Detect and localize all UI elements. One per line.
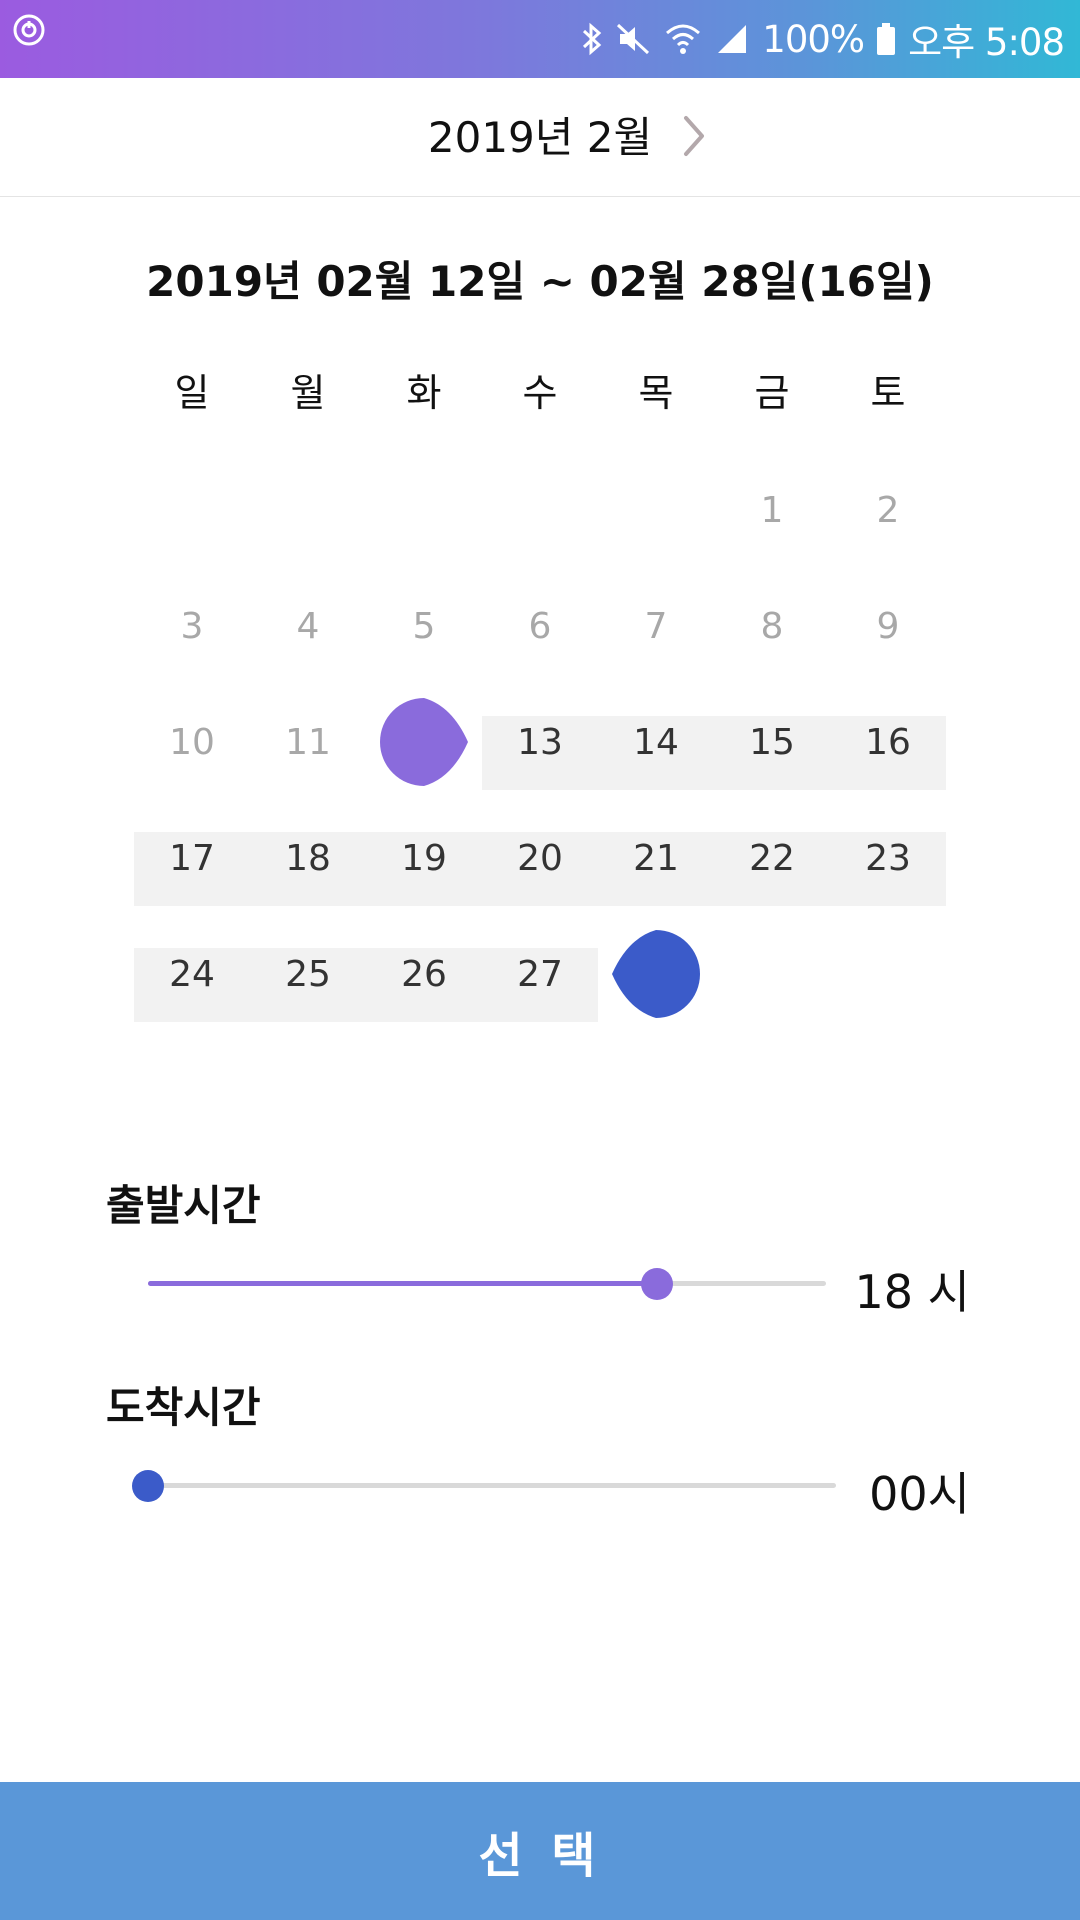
month-title: 2019년 2월 <box>427 113 653 162</box>
departure-value: 18 시 <box>854 1265 970 1319</box>
clock: 오후 5:08 <box>908 21 1065 64</box>
calendar-day-number: 26 <box>401 953 447 995</box>
wifi-icon <box>664 21 702 57</box>
selected-range-title: 2019년 02월 12일 ~ 02월 28일(16일) <box>146 257 934 306</box>
calendar-day[interactable]: 25 <box>250 916 366 1032</box>
battery-icon <box>876 21 896 57</box>
month-header: 2019년 2월 <box>0 78 1080 197</box>
calendar-day[interactable]: 11 <box>250 684 366 800</box>
calendar-day-number: 23 <box>865 837 911 879</box>
calendar-day-number: 2 <box>876 489 900 531</box>
calendar-day-number: 13 <box>517 721 563 763</box>
calendar-day[interactable]: 4 <box>250 568 366 684</box>
calendar-day[interactable]: 24 <box>134 916 250 1032</box>
arrival-track[interactable] <box>148 1483 836 1488</box>
calendar-day-number: 1 <box>760 489 784 531</box>
calendar-day[interactable]: 27 <box>482 916 598 1032</box>
weekday-mon: 월 <box>290 371 326 415</box>
calendar-day-number: 3 <box>180 605 204 647</box>
calendar-day[interactable]: 15 <box>714 684 830 800</box>
calendar-day[interactable]: 13 <box>482 684 598 800</box>
calendar-day[interactable]: 10 <box>134 684 250 800</box>
departure-label: 출발시간 <box>106 1181 261 1230</box>
calendar-day[interactable]: 23 <box>830 800 946 916</box>
calendar-day[interactable]: 21 <box>598 800 714 916</box>
status-bar: 100% 오후 5:08 <box>0 0 1080 78</box>
calendar-day[interactable]: 9 <box>830 568 946 684</box>
calendar-day[interactable]: 1 <box>714 452 830 568</box>
calendar-day-number: 7 <box>644 605 668 647</box>
calendar-day-number: 21 <box>633 837 679 879</box>
calendar-day[interactable]: 19 <box>366 800 482 916</box>
calendar-day-number: 25 <box>285 953 331 995</box>
calendar-day-number: 24 <box>169 953 215 995</box>
arrival-slider-thumb[interactable] <box>132 1470 164 1502</box>
calendar-day[interactable]: 8 <box>714 568 830 684</box>
calendar-day-number: 11 <box>285 721 331 763</box>
calendar-day-number: 27 <box>517 953 563 995</box>
weekday-wed: 수 <box>522 371 558 415</box>
departure-slider-thumb[interactable] <box>640 1268 673 1300</box>
calendar-day[interactable]: 17 <box>134 800 250 916</box>
app-icon <box>13 14 45 46</box>
weekday-header: 일 월 화 수 목 금 토 <box>134 362 946 417</box>
calendar-day-number: 10 <box>169 721 215 763</box>
calendar-day-number: 6 <box>528 605 552 647</box>
calendar-day[interactable]: 7 <box>598 568 714 684</box>
arrival-label: 도착시간 <box>106 1383 261 1432</box>
signal-icon <box>714 21 750 57</box>
calendar-day[interactable]: 14 <box>598 684 714 800</box>
calendar-week-row: 10 11 12 13 14 15 16 <box>134 684 946 800</box>
range-highlight <box>482 716 946 790</box>
calendar-day-number: 22 <box>749 837 795 879</box>
calendar-day-number: 20 <box>517 837 563 879</box>
calendar-day-number: 16 <box>865 721 911 763</box>
weekday-thu: 목 <box>638 371 674 415</box>
calendar-day-number: 5 <box>412 605 436 647</box>
calendar-day-number: 19 <box>401 837 447 879</box>
calendar-day[interactable]: 3 <box>134 568 250 684</box>
arrival-value: 00시 <box>869 1467 970 1521</box>
calendar-day-number: 4 <box>296 605 320 647</box>
calendar-day[interactable]: 6 <box>482 568 598 684</box>
weekday-fri: 금 <box>754 371 790 415</box>
select-button[interactable]: 선 택 <box>0 1782 1080 1920</box>
range-start-marker <box>380 698 468 786</box>
calendar-day[interactable]: 5 <box>366 568 482 684</box>
calendar-day[interactable]: 26 <box>366 916 482 1032</box>
calendar-day-number: 15 <box>749 721 795 763</box>
calendar-day-number: 14 <box>633 721 679 763</box>
chevron-right-icon <box>684 116 704 156</box>
calendar-day-number: 17 <box>169 837 215 879</box>
calendar-week-row: 17 18 19 20 21 22 23 <box>134 800 946 916</box>
calendar-week-row: 24 25 26 27 28 <box>134 916 946 1032</box>
battery-percent: 100% <box>762 17 865 61</box>
range-highlight <box>134 832 946 906</box>
mute-icon <box>616 21 652 57</box>
calendar-day[interactable]: 16 <box>830 684 946 800</box>
calendar-day-number: 18 <box>285 837 331 879</box>
calendar-day-number: 9 <box>876 605 900 647</box>
next-month-button[interactable] <box>672 106 716 166</box>
calendar-day[interactable]: 28 <box>598 916 714 1032</box>
calendar-day[interactable]: 2 <box>830 452 946 568</box>
departure-fill <box>148 1281 657 1286</box>
weekday-tue: 화 <box>406 371 442 415</box>
weekday-sun: 일 <box>174 371 210 415</box>
calendar-day[interactable]: 18 <box>250 800 366 916</box>
weekday-sat: 토 <box>870 371 906 415</box>
bluetooth-icon <box>580 21 604 57</box>
calendar-day-number: 8 <box>760 605 784 647</box>
range-end-marker <box>612 930 700 1018</box>
calendar-day[interactable]: 20 <box>482 800 598 916</box>
calendar-day[interactable]: 22 <box>714 800 830 916</box>
calendar-day[interactable]: 12 <box>366 684 482 800</box>
range-highlight <box>134 948 598 1022</box>
calendar-week-row: 3 4 5 6 7 8 9 <box>134 568 946 684</box>
